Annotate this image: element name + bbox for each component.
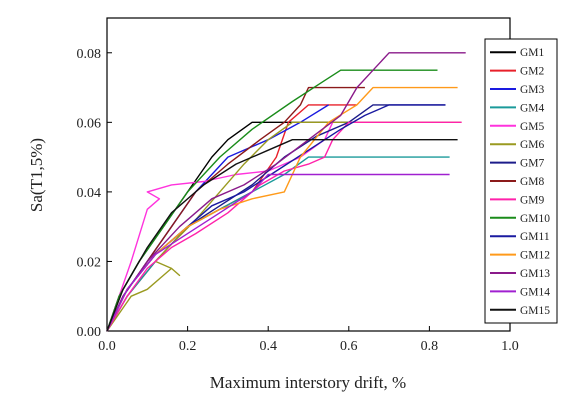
- series-line-gm8: [106, 86, 365, 332]
- x-tick-label: 0.8: [421, 339, 439, 354]
- legend-label: GM4: [520, 102, 545, 114]
- legend-label: GM12: [520, 250, 550, 262]
- legend-label: GM7: [520, 158, 545, 170]
- legend-label: GM14: [520, 286, 550, 298]
- series-line-gm1: [106, 121, 349, 332]
- x-tick-label: 0.6: [340, 339, 358, 354]
- legend-label: GM3: [520, 84, 545, 96]
- x-tick-label: 0.0: [98, 339, 116, 354]
- series-line-gm3: [106, 104, 329, 332]
- legend: GM1 GM2 GM3 GM4 GM5 GM6 GM7 GM8 GM9 GM10 GM11 GM12 G…: [484, 38, 558, 324]
- legend-label: GM8: [520, 176, 545, 188]
- y-tick-label: 0.02: [77, 255, 102, 270]
- series-line-gm14: [106, 173, 450, 332]
- y-tick-label: 0.04: [77, 186, 102, 201]
- series-line-gm4: [106, 156, 450, 332]
- legend-label: GM2: [520, 66, 545, 78]
- series-layer: [106, 52, 466, 332]
- series-line-gm11: [106, 104, 446, 332]
- y-axis-label: Sa(T1,5%): [27, 138, 46, 212]
- series-line-gm7: [106, 104, 446, 332]
- legend-label: GM15: [520, 305, 550, 317]
- axes: 0.0 0.2 0.4 0.6 0.8 1.0 0.00 0.02 0.04 0.06 0.08: [77, 47, 519, 354]
- legend-label: GM9: [520, 194, 545, 206]
- legend-label: GM13: [520, 268, 550, 280]
- series-line-gm15: [106, 139, 458, 332]
- x-axis-label: Maximum interstory drift, %: [210, 373, 406, 392]
- y-tick-label: 0.00: [77, 325, 102, 340]
- series-line-gm6: [106, 121, 462, 332]
- legend-label: GM6: [520, 139, 545, 151]
- legend-label: GM1: [520, 47, 545, 59]
- y-tick-label: 0.06: [77, 116, 102, 131]
- x-tick-label: 0.4: [259, 339, 277, 354]
- y-tick-label: 0.08: [77, 47, 102, 62]
- series-line-gm13: [106, 52, 466, 332]
- legend-label: GM11: [520, 231, 550, 243]
- x-tick-label: 1.0: [501, 339, 519, 354]
- legend-label: GM10: [520, 213, 550, 225]
- x-tick-label: 0.2: [179, 339, 197, 354]
- legend-label: GM5: [520, 121, 545, 133]
- series-line-gm9: [106, 121, 462, 332]
